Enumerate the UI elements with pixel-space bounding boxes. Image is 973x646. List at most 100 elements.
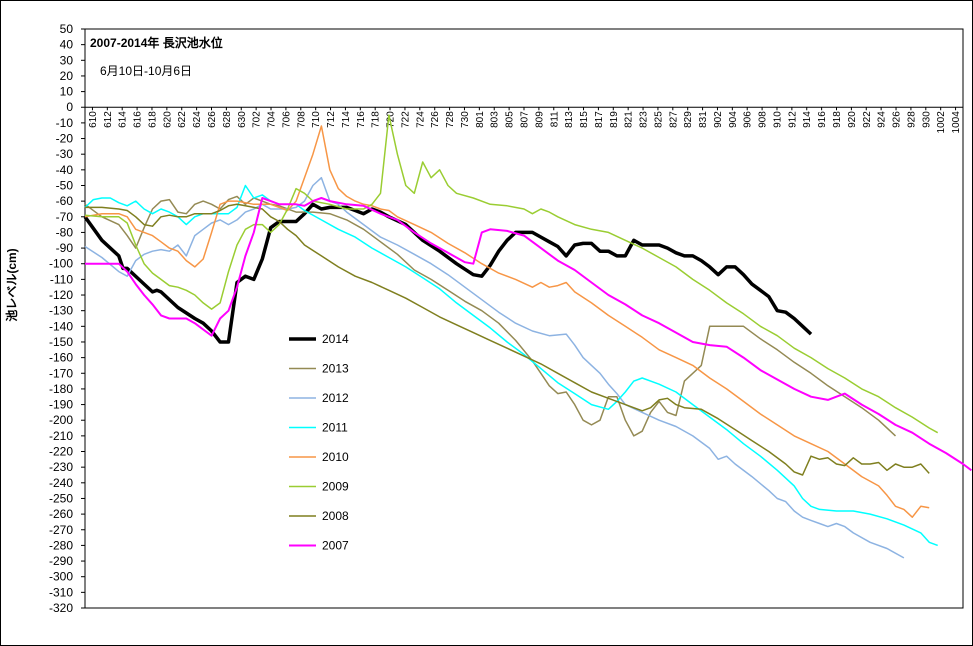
- y-tick-label: -90: [56, 241, 74, 255]
- y-tick-label: -40: [56, 163, 74, 177]
- x-tick-label: 914: [802, 111, 813, 128]
- y-tick-label: -320: [49, 601, 73, 615]
- x-tick-label: 912: [787, 111, 798, 128]
- x-tick-label: 706: [281, 111, 292, 128]
- y-tick-label: -210: [49, 429, 73, 443]
- y-tick-label: -70: [56, 210, 74, 224]
- y-tick-label: 40: [60, 38, 74, 52]
- x-tick-label: 910: [772, 111, 783, 128]
- legend-label-2011: 2011: [322, 421, 348, 435]
- x-tick-label: 724: [415, 111, 426, 128]
- x-tick-label: 726: [430, 111, 441, 128]
- y-tick-label: -220: [49, 445, 73, 459]
- x-tick-label: 825: [653, 111, 664, 128]
- x-tick-label: 805: [505, 111, 516, 128]
- y-axis-label: 池レベル(cm): [4, 248, 19, 321]
- y-tick-label: -120: [49, 288, 73, 302]
- x-tick-label: 1004: [951, 111, 962, 134]
- y-tick-label: -50: [56, 178, 74, 192]
- y-tick-label: -170: [49, 366, 73, 380]
- series-group: [83, 114, 973, 559]
- x-tick-label: 922: [862, 111, 873, 128]
- x-tick-label: 918: [832, 111, 843, 128]
- x-tick-label: 616: [133, 111, 144, 128]
- y-tick-label: 20: [60, 69, 74, 83]
- x-tick-label: 928: [906, 111, 917, 128]
- x-tick-label: 819: [609, 111, 620, 128]
- x-tick-label: 821: [624, 111, 635, 128]
- x-tick-label: 904: [728, 111, 739, 128]
- x-tick-label: 920: [847, 111, 858, 128]
- x-tick-label: 610: [88, 111, 99, 128]
- x-tick-label: 813: [564, 111, 575, 128]
- x-tick-label: 902: [713, 111, 724, 128]
- x-tick-label: 924: [877, 111, 888, 128]
- y-tick-label: 50: [60, 22, 74, 36]
- x-tick-label: 718: [371, 111, 382, 128]
- x-tick-label: 916: [817, 111, 828, 128]
- x-tick-label: 906: [743, 111, 754, 128]
- y-tick-label: 0: [66, 100, 73, 114]
- series-line-2013: [84, 195, 897, 437]
- y-tick-label: -130: [49, 304, 73, 318]
- y-tick-label: -20: [56, 132, 74, 146]
- x-tick-label: 831: [698, 111, 709, 128]
- x-tick-label: 618: [147, 111, 158, 128]
- x-tick-label: 614: [118, 111, 129, 128]
- x-tick-label: 630: [237, 111, 248, 128]
- series-line-2009: [84, 114, 939, 434]
- y-tick-label: -180: [49, 382, 73, 396]
- legend-label-2009: 2009: [322, 480, 349, 494]
- x-tick-label: 829: [683, 111, 694, 128]
- y-tick-label: -160: [49, 351, 73, 365]
- x-tick-label: 811: [549, 111, 560, 127]
- x-tick-label: 926: [892, 111, 903, 128]
- legend-label-2012: 2012: [322, 391, 349, 405]
- x-tick-label: 1002: [936, 111, 947, 134]
- x-tick-label: 712: [326, 111, 337, 128]
- chart-title: 2007-2014年 長沢池水位: [90, 35, 223, 50]
- y-tick-label: -270: [49, 523, 73, 537]
- y-tick-label: -110: [50, 272, 73, 286]
- x-tick-label: 628: [222, 111, 233, 128]
- x-tick-label: 708: [296, 111, 307, 128]
- series-line-2008: [85, 203, 930, 476]
- x-axis: 610 612 614 616 618 620 622 624 626 628 630 702 704 7…: [88, 107, 962, 133]
- x-tick-label: 626: [207, 111, 218, 128]
- y-tick-label: -30: [56, 147, 74, 161]
- chart-subtitle: 6月10日-10月6日: [100, 64, 192, 78]
- x-tick-label: 827: [668, 111, 679, 128]
- x-tick-label: 823: [639, 111, 650, 128]
- x-tick-label: 624: [192, 111, 203, 128]
- x-tick-label: 622: [177, 111, 188, 128]
- y-tick-label: -190: [49, 398, 73, 412]
- x-tick-label: 620: [162, 111, 173, 128]
- x-tick-label: 801: [475, 111, 486, 128]
- x-tick-label: 817: [594, 111, 605, 128]
- legend-label-2014: 2014: [322, 332, 349, 346]
- x-tick-label: 612: [103, 111, 114, 128]
- y-tick-label: -260: [49, 507, 73, 521]
- legend: 2014 2013 2012 2011 2010 2009 2008 2007: [289, 332, 349, 553]
- x-tick-label: 908: [758, 111, 769, 128]
- legend-label-2013: 2013: [322, 362, 349, 376]
- x-tick-label: 809: [534, 111, 545, 128]
- x-tick-label: 807: [520, 111, 531, 128]
- x-tick-label: 815: [579, 111, 590, 128]
- y-tick-label: -10: [56, 116, 74, 130]
- y-tick-label: 10: [60, 85, 74, 99]
- plot-border: [84, 28, 964, 609]
- legend-label-2007: 2007: [322, 539, 349, 553]
- y-tick-label: -300: [49, 570, 73, 584]
- y-tick-label: -80: [56, 225, 74, 239]
- legend-label-2008: 2008: [322, 509, 349, 523]
- x-tick-label: 803: [490, 111, 501, 128]
- y-tick-label: -280: [49, 538, 73, 552]
- y-tick-label: -100: [49, 257, 73, 271]
- y-tick-label: -250: [49, 491, 73, 505]
- x-tick-label: 722: [400, 111, 411, 128]
- x-tick-label: 710: [311, 111, 322, 128]
- y-tick-label: -310: [49, 585, 73, 599]
- y-tick-label: -230: [49, 460, 73, 474]
